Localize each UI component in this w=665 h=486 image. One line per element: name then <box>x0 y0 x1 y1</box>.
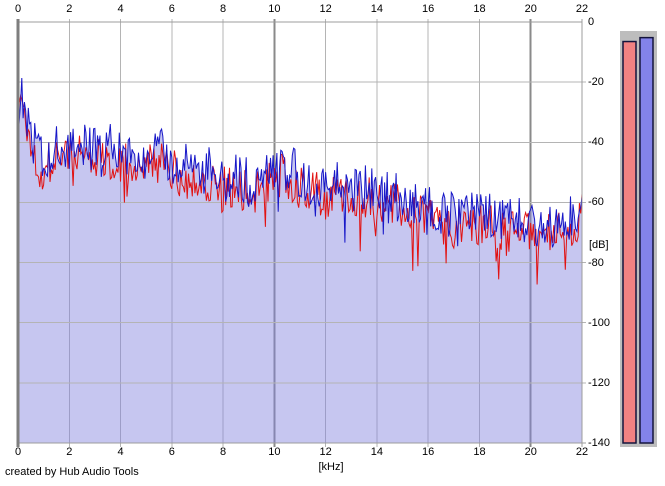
right-channel-spectrum-trace <box>17 77 583 248</box>
x-tick-label: 10 <box>268 446 281 458</box>
y-tick-label: -120 <box>588 376 611 389</box>
x-tick-label: 4 <box>117 3 124 15</box>
y-tick-label: -20 <box>588 76 604 89</box>
x-tick-label: 22 <box>575 446 589 458</box>
left-channel-level-meter-bar <box>622 40 637 444</box>
x-tick-label: 2 <box>66 446 73 458</box>
x-tick-label: 0 <box>14 3 22 15</box>
y-axis-unit-label: [dB] <box>589 239 609 251</box>
x-tick-label: 20 <box>524 3 537 15</box>
x-tick-label: 4 <box>117 446 124 458</box>
credit-text: created by Hub Audio Tools <box>5 466 139 478</box>
x-tick-label: 14 <box>370 3 384 15</box>
x-tick-label: 10 <box>268 3 281 15</box>
y-tick-label: 0 <box>588 16 595 28</box>
x-tick-label: 6 <box>168 446 175 458</box>
x-tick-label: 0 <box>14 446 22 458</box>
x-tick-label: 14 <box>370 446 384 458</box>
x-tick-label: 12 <box>319 446 332 458</box>
right-channel-level-meter-bar <box>639 36 654 444</box>
x-tick-label: 2 <box>66 3 73 15</box>
x-tick-label: 18 <box>473 3 486 15</box>
x-tick-label: 20 <box>524 446 537 458</box>
x-tick-label: 8 <box>220 446 227 458</box>
x-tick-label: 12 <box>319 3 332 15</box>
y-tick-label: -80 <box>588 256 604 269</box>
left-channel-spectrum-trace <box>17 93 583 285</box>
spectrum-area-fill <box>18 78 582 443</box>
y-tick-label: -100 <box>588 316 611 329</box>
x-tick-label: 22 <box>575 3 589 15</box>
x-tick-label: 16 <box>422 446 435 458</box>
y-tick-label: -40 <box>588 136 604 149</box>
x-tick-label: 16 <box>422 3 435 15</box>
x-tick-label: 8 <box>220 3 227 15</box>
y-tick-label: -140 <box>588 437 611 449</box>
x-tick-label: 18 <box>473 446 486 458</box>
y-tick-label: -60 <box>588 196 604 209</box>
x-tick-label: 6 <box>168 3 175 15</box>
x-axis-unit-label: [kHz] <box>318 461 344 473</box>
